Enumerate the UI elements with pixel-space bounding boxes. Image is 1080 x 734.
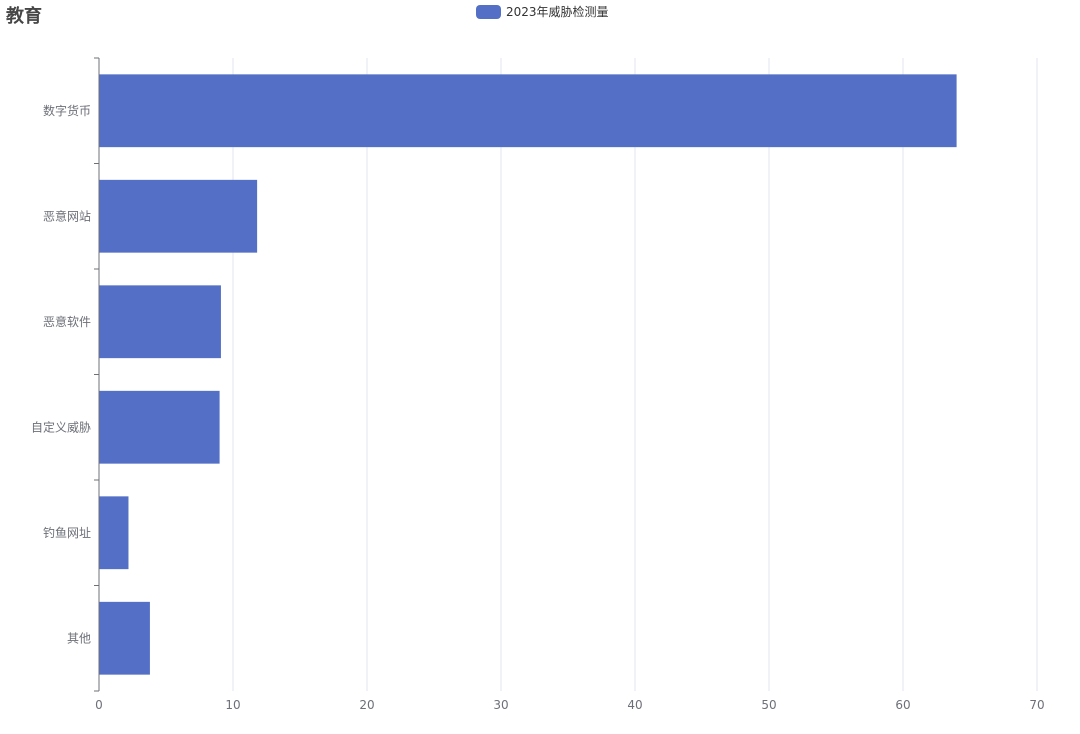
x-tick-label: 70 bbox=[1029, 698, 1044, 712]
bar[interactable] bbox=[99, 74, 957, 148]
y-tick-label: 钓鱼网址 bbox=[43, 526, 91, 540]
x-tick-label: 60 bbox=[895, 698, 910, 712]
y-tick-label: 其他 bbox=[67, 631, 91, 645]
x-tick-label: 50 bbox=[761, 698, 776, 712]
y-tick-label: 恶意软件 bbox=[43, 314, 91, 329]
x-tick-label: 40 bbox=[627, 698, 642, 712]
x-tick-label: 30 bbox=[493, 698, 508, 712]
y-tick-label: 自定义威胁 bbox=[31, 419, 91, 434]
bar[interactable] bbox=[99, 390, 220, 464]
bar[interactable] bbox=[99, 285, 221, 359]
x-tick-label: 0 bbox=[95, 698, 103, 712]
bar[interactable] bbox=[99, 179, 258, 253]
bar[interactable] bbox=[99, 496, 129, 570]
chart-title: 教育 bbox=[6, 6, 42, 27]
x-tick-label: 20 bbox=[359, 698, 374, 712]
legend-swatch bbox=[476, 4, 501, 19]
legend[interactable]: 2023年威胁检测量 bbox=[476, 3, 609, 20]
x-tick-label: 10 bbox=[225, 698, 240, 712]
y-tick-label: 数字货币 bbox=[43, 103, 91, 118]
y-tick-label: 恶意网站 bbox=[43, 208, 91, 223]
bar[interactable] bbox=[99, 601, 150, 675]
legend-label: 2023年威胁检测量 bbox=[506, 5, 609, 19]
